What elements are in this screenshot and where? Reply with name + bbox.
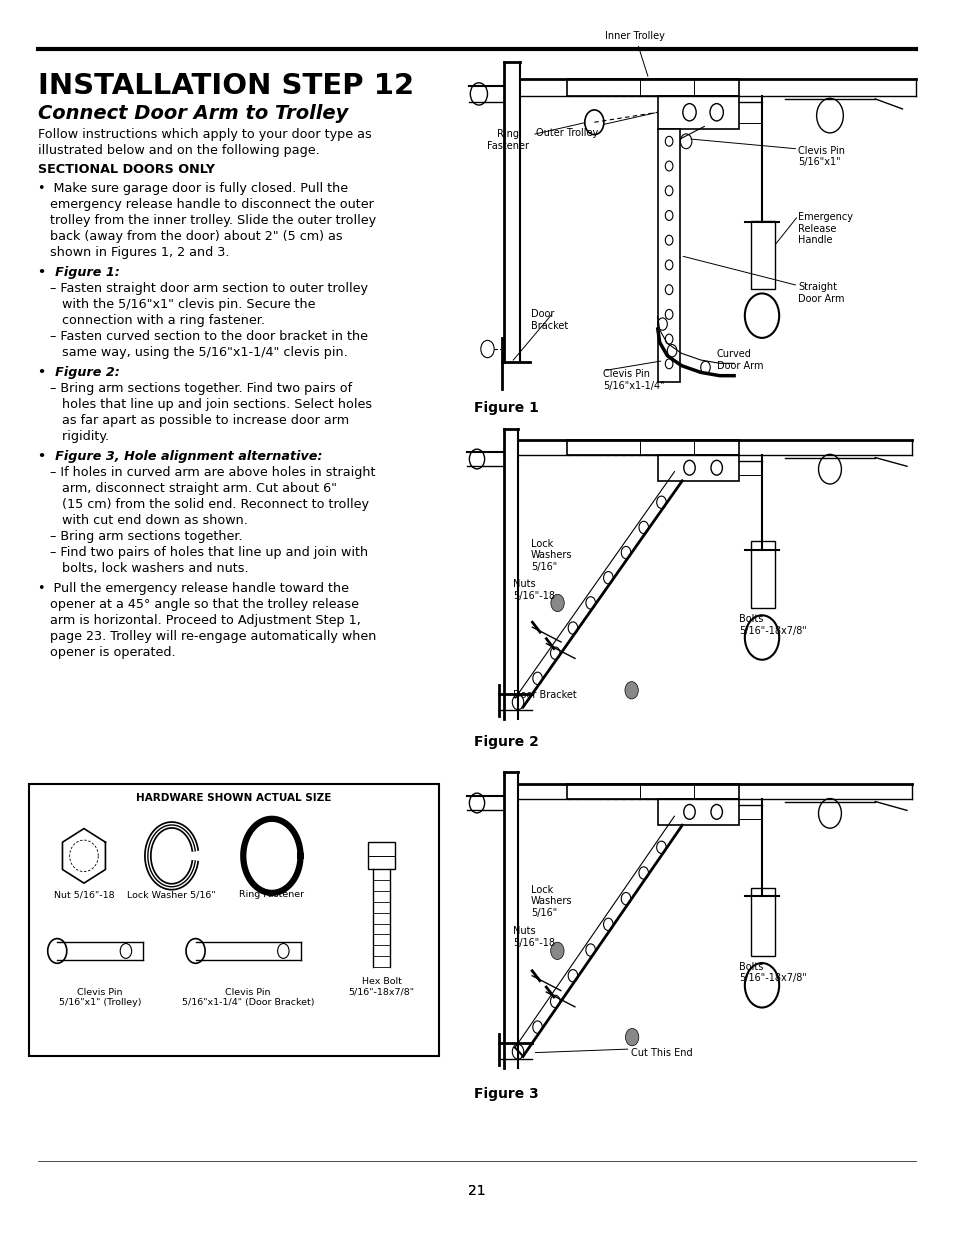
FancyBboxPatch shape (566, 784, 739, 799)
Circle shape (624, 682, 638, 699)
Text: •  Pull the emergency release handle toward the: • Pull the emergency release handle towa… (38, 582, 349, 595)
Text: Nuts
5/16"-18: Nuts 5/16"-18 (512, 579, 555, 601)
Text: Ring Fastener: Ring Fastener (239, 890, 304, 899)
Text: connection with a ring fastener.: connection with a ring fastener. (38, 314, 265, 327)
Text: back (away from the door) about 2" (5 cm) as: back (away from the door) about 2" (5 cm… (38, 230, 342, 243)
Text: Lock Washer 5/16": Lock Washer 5/16" (128, 890, 215, 899)
Text: Clevis Pin
5/16"x1" (Trolley): Clevis Pin 5/16"x1" (Trolley) (59, 988, 141, 1008)
Text: INSTALLATION STEP 12: INSTALLATION STEP 12 (38, 72, 414, 100)
Text: arm is horizontal. Proceed to Adjustment Step 1,: arm is horizontal. Proceed to Adjustment… (38, 614, 360, 627)
Text: illustrated below and on the following page.: illustrated below and on the following p… (38, 144, 319, 158)
FancyBboxPatch shape (657, 454, 739, 480)
FancyBboxPatch shape (657, 799, 739, 825)
Text: holes that line up and join sections. Select holes: holes that line up and join sections. Se… (38, 398, 372, 411)
Text: •  Figure 3, Hole alignment alternative:: • Figure 3, Hole alignment alternative: (38, 450, 322, 463)
Text: – Fasten curved section to the door bracket in the: – Fasten curved section to the door brac… (38, 330, 368, 343)
Text: – Find two pairs of holes that line up and join with: – Find two pairs of holes that line up a… (38, 546, 368, 559)
Text: Straight
Door Arm: Straight Door Arm (798, 283, 843, 304)
FancyBboxPatch shape (657, 128, 679, 383)
FancyBboxPatch shape (368, 842, 395, 869)
Text: Outer Trolley: Outer Trolley (536, 112, 655, 137)
Text: •  Make sure garage door is fully closed. Pull the: • Make sure garage door is fully closed.… (38, 182, 348, 195)
FancyBboxPatch shape (566, 79, 739, 95)
Text: Lock
Washers
5/16": Lock Washers 5/16" (530, 884, 572, 918)
Text: emergency release handle to disconnect the outer: emergency release handle to disconnect t… (38, 198, 374, 211)
Text: arm, disconnect straight arm. Cut about 6": arm, disconnect straight arm. Cut about … (38, 482, 336, 495)
Text: Follow instructions which apply to your door type as: Follow instructions which apply to your … (38, 128, 372, 142)
Text: Nuts
5/16"-18: Nuts 5/16"-18 (512, 926, 555, 947)
FancyBboxPatch shape (29, 784, 438, 1056)
Text: HARDWARE SHOWN ACTUAL SIZE: HARDWARE SHOWN ACTUAL SIZE (136, 793, 331, 803)
Text: opener is operated.: opener is operated. (38, 646, 175, 659)
Text: as far apart as possible to increase door arm: as far apart as possible to increase doo… (38, 414, 349, 427)
Text: rigidity.: rigidity. (38, 430, 110, 443)
FancyBboxPatch shape (566, 440, 739, 454)
Text: Emergency
Release
Handle: Emergency Release Handle (798, 212, 852, 246)
Text: with the 5/16"x1" clevis pin. Secure the: with the 5/16"x1" clevis pin. Secure the (38, 298, 315, 311)
Text: opener at a 45° angle so that the trolley release: opener at a 45° angle so that the trolle… (38, 598, 358, 611)
FancyBboxPatch shape (750, 541, 775, 609)
Text: trolley from the inner trolley. Slide the outer trolley: trolley from the inner trolley. Slide th… (38, 214, 375, 227)
Circle shape (550, 594, 563, 611)
Text: – If holes in curved arm are above holes in straight: – If holes in curved arm are above holes… (38, 466, 375, 479)
Text: bolts, lock washers and nuts.: bolts, lock washers and nuts. (38, 562, 249, 576)
Text: Clevis Pin
5/16"x1": Clevis Pin 5/16"x1" (798, 146, 844, 167)
Text: Inner Trolley: Inner Trolley (604, 31, 664, 77)
FancyBboxPatch shape (750, 221, 775, 289)
Text: Door Bracket: Door Bracket (512, 689, 576, 700)
Text: page 23. Trolley will re-engage automatically when: page 23. Trolley will re-engage automati… (38, 630, 376, 643)
FancyBboxPatch shape (750, 888, 775, 956)
Text: Hex Bolt
5/16"-18x7/8": Hex Bolt 5/16"-18x7/8" (348, 977, 415, 997)
Text: Figure 2: Figure 2 (474, 735, 538, 748)
Text: Clevis Pin
5/16"x1-1/4" (Door Bracket): Clevis Pin 5/16"x1-1/4" (Door Bracket) (182, 988, 314, 1008)
Text: Door
Bracket: Door Bracket (530, 309, 568, 331)
Text: – Bring arm sections together. Find two pairs of: – Bring arm sections together. Find two … (38, 382, 352, 395)
Text: Bolts
5/16"-18x7/8": Bolts 5/16"-18x7/8" (739, 614, 806, 636)
Circle shape (625, 1029, 639, 1046)
Text: Nut 5/16"-18: Nut 5/16"-18 (53, 890, 114, 899)
FancyBboxPatch shape (657, 95, 739, 128)
Text: SECTIONAL DOORS ONLY: SECTIONAL DOORS ONLY (38, 163, 215, 177)
Text: shown in Figures 1, 2 and 3.: shown in Figures 1, 2 and 3. (38, 246, 230, 259)
Text: same way, using the 5/16"x1-1/4" clevis pin.: same way, using the 5/16"x1-1/4" clevis … (38, 346, 348, 359)
Text: Lock
Washers
5/16": Lock Washers 5/16" (530, 538, 572, 572)
Text: 21: 21 (468, 1184, 485, 1198)
Text: Connect Door Arm to Trolley: Connect Door Arm to Trolley (38, 104, 348, 122)
Text: Ring
Fastener: Ring Fastener (487, 122, 583, 151)
Text: •  Figure 1:: • Figure 1: (38, 266, 120, 279)
Text: Figure 1: Figure 1 (474, 401, 538, 415)
Text: with cut end down as shown.: with cut end down as shown. (38, 514, 248, 527)
Text: (15 cm) from the solid end. Reconnect to trolley: (15 cm) from the solid end. Reconnect to… (38, 498, 369, 511)
Text: – Fasten straight door arm section to outer trolley: – Fasten straight door arm section to ou… (38, 282, 368, 295)
Text: •  Figure 2:: • Figure 2: (38, 366, 120, 379)
Text: Bolts
5/16"-18x7/8": Bolts 5/16"-18x7/8" (739, 962, 806, 983)
Circle shape (550, 942, 563, 960)
Text: Figure 3: Figure 3 (474, 1087, 538, 1100)
Text: Clevis Pin
5/16"x1-1/4": Clevis Pin 5/16"x1-1/4" (602, 369, 664, 390)
Text: Curved
Door Arm: Curved Door Arm (716, 350, 762, 370)
Text: Cut This End: Cut This End (630, 1047, 692, 1057)
Text: 21: 21 (468, 1184, 485, 1198)
Text: – Bring arm sections together.: – Bring arm sections together. (38, 530, 242, 543)
